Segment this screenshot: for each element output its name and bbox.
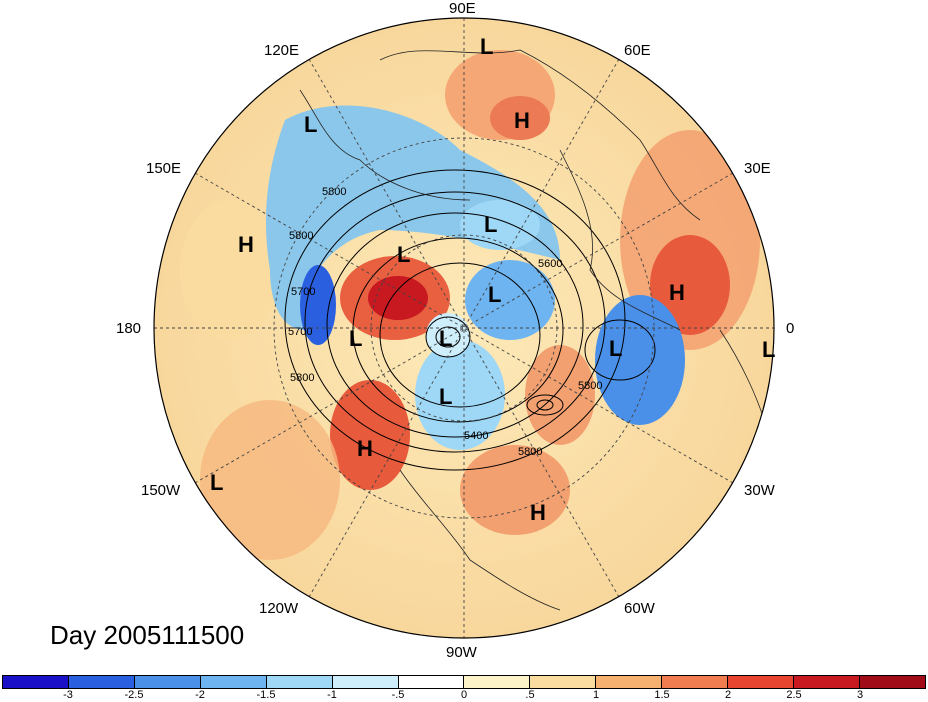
colorbar-swatch bbox=[68, 676, 135, 688]
colorbar-tick-label: 3 bbox=[856, 689, 864, 701]
contour-label: 5800 bbox=[290, 372, 315, 384]
colorbar-swatch bbox=[794, 676, 860, 688]
colorbar-swatch bbox=[859, 676, 925, 688]
colorbar-tick-label: 1.5 bbox=[654, 689, 670, 701]
lon-label-30e: 30E bbox=[744, 160, 771, 177]
colorbar-swatch bbox=[530, 676, 597, 688]
contour-label: 5600 bbox=[538, 258, 563, 270]
low-center: L bbox=[480, 34, 494, 59]
colorbar-swatch bbox=[662, 676, 729, 688]
colorbar-tick-label: -1 bbox=[327, 689, 337, 701]
map-title: Day 2005111500 bbox=[50, 620, 245, 650]
lon-label-30w: 30W bbox=[744, 482, 775, 499]
contour-label: 5700 bbox=[291, 286, 316, 298]
colorbar-swatch bbox=[398, 676, 465, 688]
contour-label: 5800 bbox=[518, 446, 543, 458]
colorbar-tick-label: -3 bbox=[63, 689, 73, 701]
colorbar-swatch bbox=[728, 676, 795, 688]
low-center: L bbox=[397, 242, 411, 267]
colorbar-tick-label: 2.5 bbox=[786, 689, 802, 701]
low-center: L bbox=[439, 326, 453, 351]
high-center: H bbox=[514, 108, 530, 133]
graticule bbox=[154, 18, 774, 638]
colorbar-tick-label: 2 bbox=[724, 689, 732, 701]
colorbar-swatch bbox=[266, 676, 333, 688]
lon-label-90e: 90E bbox=[449, 0, 476, 17]
height-contours bbox=[284, 169, 656, 471]
low-center: L bbox=[349, 326, 363, 351]
colorbar-swatch bbox=[134, 676, 201, 688]
colorbar-tick-label: -2 bbox=[195, 689, 205, 701]
high-center: H bbox=[357, 436, 373, 461]
lon-label-180: 180 bbox=[116, 320, 142, 337]
lon-label-60e: 60E bbox=[624, 42, 651, 59]
colorbar-swatch bbox=[200, 676, 267, 688]
low-center: L bbox=[210, 470, 224, 495]
colorbar-swatch bbox=[464, 676, 531, 688]
colorbar-tick-label: -2.5 bbox=[124, 689, 144, 701]
lon-label-60w: 60W bbox=[624, 600, 655, 617]
lon-label-150w: 150W bbox=[141, 482, 181, 499]
colorbar-tick-label: 0 bbox=[460, 689, 468, 701]
map-boundary bbox=[153, 17, 775, 639]
colorbar-swatch bbox=[332, 676, 399, 688]
contour-label: 5400 bbox=[464, 430, 489, 442]
high-center: H bbox=[530, 500, 546, 525]
low-center: L bbox=[488, 282, 502, 307]
contour-label: 5800 bbox=[322, 186, 347, 198]
low-center: L bbox=[609, 336, 623, 361]
lon-label-0: 0 bbox=[786, 320, 795, 337]
low-center: L bbox=[484, 212, 498, 237]
colorbar bbox=[2, 675, 926, 689]
lon-label-120w: 120W bbox=[259, 600, 299, 617]
colorbar-tick-label: .5 bbox=[525, 689, 535, 701]
low-center: L bbox=[304, 112, 318, 137]
colorbar-swatch bbox=[596, 676, 663, 688]
contour-label: 5700 bbox=[288, 326, 313, 338]
colorbar-tick-label: -.5 bbox=[391, 689, 405, 701]
low-center: L bbox=[439, 384, 453, 409]
contour-label: 5800 bbox=[578, 380, 603, 392]
high-center: H bbox=[238, 232, 254, 257]
colorbar-swatch bbox=[3, 676, 69, 688]
contour-label: 5800 bbox=[289, 230, 314, 242]
coastlines bbox=[299, 49, 771, 611]
colorbar-tick-label: -1.5 bbox=[256, 689, 276, 701]
high-center: H bbox=[669, 280, 685, 305]
lon-label-90w: 90W bbox=[446, 644, 477, 661]
low-center: L bbox=[762, 337, 776, 362]
lon-label-120e: 120E bbox=[264, 42, 300, 59]
lon-label-150e: 150E bbox=[146, 160, 182, 177]
colorbar-tick-label: 1 bbox=[592, 689, 600, 701]
